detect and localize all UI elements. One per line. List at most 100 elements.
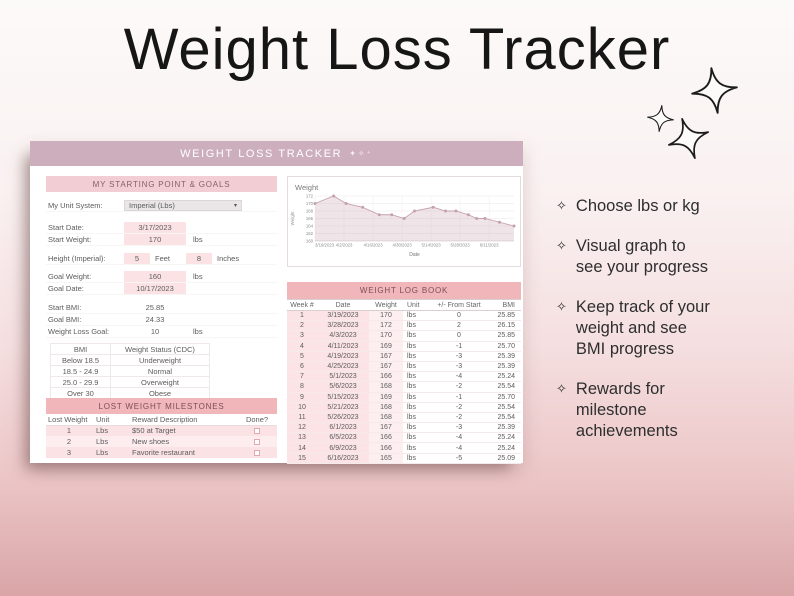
cell[interactable]: lbs [403, 392, 431, 403]
cell[interactable]: lbs [403, 381, 431, 393]
cell[interactable]: 3/19/2023 [317, 310, 369, 322]
cell[interactable]: -5 [431, 453, 487, 464]
cell[interactable]: 4 [287, 341, 317, 352]
cell[interactable]: lbs [403, 341, 431, 352]
cell[interactable]: 25.09 [487, 453, 521, 464]
cell[interactable]: -1 [431, 341, 487, 352]
cell[interactable]: 26.15 [487, 320, 521, 332]
cell[interactable]: -4 [431, 432, 487, 444]
cell[interactable]: 168 [369, 412, 403, 424]
cell[interactable]: 5 [287, 351, 317, 362]
cell[interactable]: -3 [431, 351, 487, 362]
cell[interactable]: 7 [287, 371, 317, 383]
milestone-checkbox[interactable] [254, 450, 260, 457]
cell[interactable]: 15 [287, 453, 317, 464]
cell[interactable]: 3/28/2023 [317, 320, 369, 332]
cell[interactable]: lbs [403, 371, 431, 383]
height-inches-cell[interactable]: 8 [186, 253, 212, 264]
cell[interactable]: lbs [403, 330, 431, 342]
cell[interactable]: 4/25/2023 [317, 361, 369, 373]
cell[interactable]: 4/19/2023 [317, 351, 369, 362]
cell[interactable]: 6 [287, 361, 317, 373]
cell[interactable]: 25.24 [487, 371, 521, 383]
cell[interactable]: -1 [431, 392, 487, 403]
cell[interactable]: -2 [431, 412, 487, 424]
cell[interactable]: -2 [431, 381, 487, 393]
cell[interactable]: -3 [431, 422, 487, 434]
cell[interactable]: Lbs [92, 425, 128, 436]
cell[interactable]: 11 [287, 412, 317, 424]
cell[interactable]: 170 [369, 310, 403, 322]
cell[interactable]: 3 [46, 447, 92, 458]
milestone-checkbox[interactable] [254, 439, 260, 446]
cell[interactable]: 25.70 [487, 341, 521, 352]
height-feet-cell[interactable]: 5 [124, 253, 150, 264]
cell[interactable]: 4/3/2023 [317, 330, 369, 342]
cell[interactable]: 2 [287, 320, 317, 332]
cell[interactable]: -3 [431, 361, 487, 373]
milestone-checkbox[interactable] [254, 428, 260, 435]
cell[interactable]: 167 [369, 361, 403, 373]
cell[interactable]: lbs [403, 412, 431, 424]
cell[interactable]: 5/1/2023 [317, 371, 369, 383]
cell[interactable]: 25.39 [487, 351, 521, 362]
cell[interactable]: lbs [403, 361, 431, 373]
cell[interactable]: Favorite restaurant [128, 447, 237, 458]
cell[interactable]: 8 [287, 381, 317, 393]
cell[interactable]: 170 [369, 330, 403, 342]
goal-weight-cell[interactable]: 160 [124, 271, 186, 282]
cell[interactable]: 25.70 [487, 392, 521, 403]
cell[interactable]: 5/15/2023 [317, 392, 369, 403]
cell[interactable]: lbs [403, 453, 431, 464]
cell[interactable]: 2 [431, 320, 487, 332]
cell[interactable]: -4 [431, 442, 487, 454]
cell[interactable]: 0 [431, 310, 487, 322]
cell[interactable]: 6/5/2023 [317, 432, 369, 444]
cell[interactable]: lbs [403, 442, 431, 454]
cell[interactable]: 25.39 [487, 361, 521, 373]
cell[interactable]: 172 [369, 320, 403, 332]
cell[interactable]: New shoes [128, 436, 237, 447]
cell[interactable]: lbs [403, 310, 431, 322]
cell[interactable]: 25.39 [487, 422, 521, 434]
cell[interactable]: lbs [403, 402, 431, 413]
cell[interactable]: 6/16/2023 [317, 453, 369, 464]
cell[interactable]: Lbs [92, 436, 128, 447]
cell[interactable]: 25.85 [487, 330, 521, 342]
cell[interactable]: 25.24 [487, 432, 521, 444]
cell[interactable]: 12 [287, 422, 317, 434]
cell[interactable]: 25.54 [487, 402, 521, 413]
cell[interactable]: 14 [287, 442, 317, 454]
cell[interactable]: 165 [369, 453, 403, 464]
cell[interactable]: 167 [369, 351, 403, 362]
cell[interactable]: lbs [403, 351, 431, 362]
cell[interactable]: 3 [287, 330, 317, 342]
cell[interactable]: 168 [369, 402, 403, 413]
cell[interactable]: $50 at Target [128, 425, 237, 436]
cell[interactable]: 166 [369, 432, 403, 444]
cell[interactable]: -2 [431, 402, 487, 413]
cell[interactable]: 13 [287, 432, 317, 444]
cell[interactable]: 10 [287, 402, 317, 413]
cell[interactable]: 166 [369, 442, 403, 454]
cell[interactable]: 25.24 [487, 442, 521, 454]
cell[interactable]: 167 [369, 422, 403, 434]
cell[interactable]: 5/21/2023 [317, 402, 369, 413]
cell[interactable]: lbs [403, 422, 431, 434]
cell[interactable]: 169 [369, 392, 403, 403]
cell[interactable]: 6/1/2023 [317, 422, 369, 434]
cell[interactable]: lbs [403, 320, 431, 332]
cell[interactable]: 6/9/2023 [317, 442, 369, 454]
cell[interactable]: 5/6/2023 [317, 381, 369, 393]
cell[interactable]: -4 [431, 371, 487, 383]
cell[interactable]: 0 [431, 330, 487, 342]
cell[interactable]: lbs [403, 432, 431, 444]
cell[interactable]: Lbs [92, 447, 128, 458]
start-date-cell[interactable]: 3/17/2023 [124, 222, 186, 233]
cell[interactable]: 169 [369, 341, 403, 352]
cell[interactable]: 1 [46, 425, 92, 436]
cell[interactable]: 5/26/2023 [317, 412, 369, 424]
cell[interactable]: 1 [287, 310, 317, 322]
cell[interactable]: 2 [46, 436, 92, 447]
start-weight-cell[interactable]: 170 [124, 234, 186, 245]
